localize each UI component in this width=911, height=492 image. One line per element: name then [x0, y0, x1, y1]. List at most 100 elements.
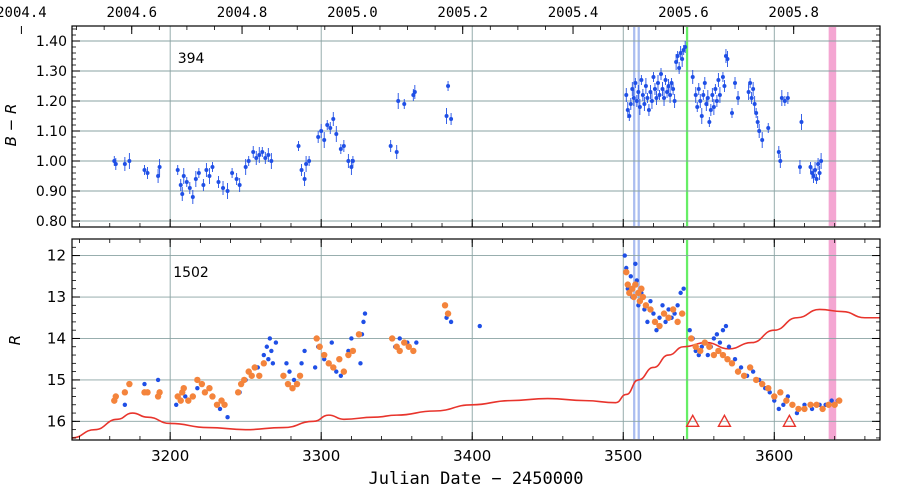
orange-data-point — [789, 401, 796, 408]
x-tick-label: 3200 — [151, 447, 189, 465]
data-point — [782, 99, 787, 103]
data-point — [402, 102, 407, 106]
data-point — [446, 84, 451, 88]
blue-data-point — [334, 369, 339, 374]
y-tick-label: 0.90 — [36, 184, 67, 200]
data-point — [237, 183, 242, 187]
orange-data-point — [280, 372, 287, 379]
data-point — [645, 96, 650, 100]
orange-data-point — [692, 343, 699, 350]
orange-data-point — [401, 339, 408, 346]
blue-data-point — [681, 286, 686, 291]
data-point — [708, 108, 713, 112]
data-point — [122, 162, 127, 166]
top-panel-frame — [71, 25, 881, 228]
data-point — [655, 81, 660, 85]
year-tick-label: 2005.4 — [548, 5, 599, 21]
orange-data-point — [740, 372, 748, 379]
blue-data-point — [155, 377, 161, 383]
orange-data-point — [836, 397, 843, 404]
data-point — [334, 132, 339, 136]
orange-data-point — [396, 347, 403, 355]
orange-data-point — [330, 364, 337, 371]
data-point — [707, 120, 712, 124]
orange-data-point — [825, 401, 832, 408]
blue-data-point — [660, 303, 665, 308]
data-point — [678, 51, 683, 55]
data-point — [642, 102, 647, 106]
top-panel-ticks: 0.80 0.90 1.00 1.10 1.20 1.30 1.40 2004.4 2004.6… — [0, 5, 880, 230]
data-point — [811, 174, 816, 178]
data-point — [749, 96, 754, 100]
data-point — [112, 159, 117, 163]
orange-data-point — [316, 343, 323, 350]
bottom-panel: 12 13 14 15 16 3200 3300 3400 3500 3600 1502 R Ju… — [6, 223, 881, 489]
blue-data-point — [273, 340, 279, 345]
blue-data-point — [122, 402, 128, 407]
data-point — [216, 180, 221, 184]
blue-data-point — [645, 319, 650, 325]
orange-data-point — [719, 351, 727, 359]
data-point — [627, 114, 632, 118]
data-point — [699, 114, 704, 118]
data-point — [662, 96, 667, 100]
bottom-panel-grid — [72, 239, 880, 440]
observation-band — [633, 240, 636, 439]
data-point — [643, 84, 648, 88]
orange-data-point — [674, 318, 681, 326]
orange-data-point — [665, 314, 672, 321]
orange-data-point — [189, 393, 197, 400]
data-point — [296, 144, 301, 148]
blue-data-point — [358, 361, 363, 366]
x-axis-label: Julian Date − 2450000 — [369, 469, 584, 489]
data-point — [646, 108, 651, 112]
blue-data-point — [397, 336, 402, 341]
orange-data-point — [701, 339, 709, 346]
year-tick-label: 2005.2 — [437, 5, 488, 21]
blue-data-point — [287, 369, 292, 374]
data-point — [210, 165, 215, 169]
data-point — [322, 138, 327, 142]
data-point — [733, 81, 738, 85]
bottom-panel-ticks: 12 13 14 15 16 3200 3300 3400 3500 3600 — [47, 223, 880, 465]
data-point — [299, 168, 304, 172]
data-point — [814, 177, 819, 181]
orange-data-point — [795, 405, 802, 413]
data-point — [665, 90, 670, 94]
data-point — [702, 81, 707, 85]
orange-data-point — [669, 306, 677, 313]
data-point — [677, 66, 682, 70]
orange-data-point — [678, 310, 686, 317]
data-point — [799, 120, 804, 124]
x-tick-label: 3500 — [604, 447, 642, 465]
y-tick-label: 1.40 — [36, 34, 67, 50]
data-point — [307, 159, 312, 163]
data-point — [180, 192, 185, 196]
triangle-marker — [685, 413, 700, 428]
data-point — [246, 159, 251, 163]
data-point — [637, 105, 642, 109]
orange-data-point — [185, 397, 192, 404]
orange-data-point — [813, 401, 820, 408]
blue-data-point — [714, 332, 720, 337]
orange-data-point — [313, 335, 320, 342]
data-point — [178, 183, 183, 187]
observation-band — [828, 27, 837, 226]
blue-data-point — [663, 319, 668, 325]
observation-band — [685, 27, 689, 226]
orange-data-point — [260, 360, 268, 367]
data-point — [207, 174, 212, 178]
data-point — [257, 153, 262, 157]
top-panel: 0.80 0.90 1.00 1.10 1.20 1.30 1.40 2004.4 2004.6… — [0, 5, 881, 230]
blue-data-point — [657, 315, 662, 320]
observation-band — [633, 27, 636, 226]
data-point — [127, 159, 132, 163]
observation-band — [828, 240, 837, 439]
year-tick-label: 2004.6 — [106, 5, 157, 21]
orange-data-point — [771, 393, 778, 400]
data-point — [394, 150, 399, 154]
data-point — [640, 93, 645, 97]
data-point — [639, 78, 644, 82]
year-tick-label: 2004.8 — [217, 5, 268, 21]
blue-data-point — [269, 348, 274, 354]
